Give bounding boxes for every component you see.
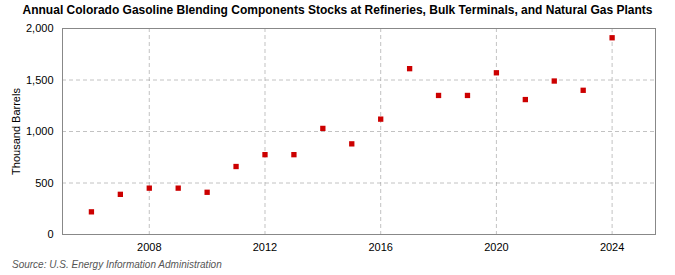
svg-text:0: 0 <box>47 228 53 240</box>
svg-text:500: 500 <box>35 177 53 189</box>
svg-text:2024: 2024 <box>600 241 624 253</box>
svg-text:Thousand Barrels: Thousand Barrels <box>10 88 22 175</box>
html-text:Source: U.S. Energy Informatio: Source: U.S. Energy Information Administ… <box>12 259 222 270</box>
svg-text:1,000: 1,000 <box>26 125 54 137</box>
svg-text:1,500: 1,500 <box>26 74 54 86</box>
svg-text:2,000: 2,000 <box>26 22 54 34</box>
html-text:Annual Colorado Gasoline Blend: Annual Colorado Gasoline Blending Compon… <box>22 3 653 17</box>
svg-text:2020: 2020 <box>484 241 508 253</box>
svg-text:2016: 2016 <box>368 241 392 253</box>
svg-text:2008: 2008 <box>137 241 161 253</box>
svg-text:2012: 2012 <box>253 241 277 253</box>
